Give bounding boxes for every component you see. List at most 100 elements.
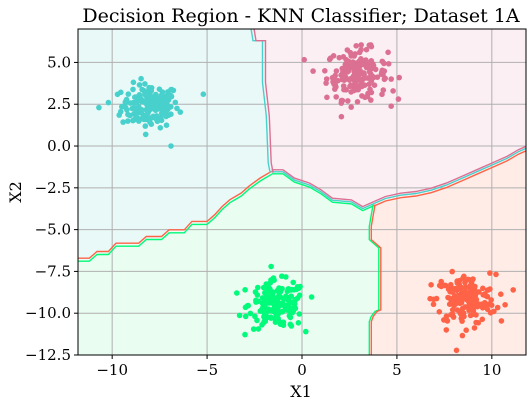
data-point-2 xyxy=(329,74,336,81)
x-tick-label: 5 xyxy=(392,361,402,379)
data-point-1 xyxy=(147,101,153,107)
data-point-3 xyxy=(283,274,289,280)
data-point-2 xyxy=(348,104,355,110)
data-point-2 xyxy=(379,91,385,98)
y-axis-label: X2 xyxy=(6,181,25,203)
data-point-4 xyxy=(438,283,445,290)
data-point-4 xyxy=(469,307,475,313)
data-point-4 xyxy=(461,273,467,280)
data-point-1 xyxy=(151,95,158,102)
data-point-4 xyxy=(453,299,460,306)
x-axis-label: X1 xyxy=(290,382,312,401)
data-point-1 xyxy=(153,102,160,109)
data-point-4 xyxy=(473,319,479,326)
data-point-2 xyxy=(381,60,387,67)
data-point-4 xyxy=(459,332,466,339)
data-point-4 xyxy=(448,311,454,318)
data-point-4 xyxy=(433,295,440,302)
data-point-2 xyxy=(332,86,338,92)
data-point-2 xyxy=(368,97,374,103)
data-point-3 xyxy=(265,284,272,291)
data-point-3 xyxy=(247,310,254,317)
y-tick-label: 0.0 xyxy=(47,137,71,155)
data-point-4 xyxy=(467,312,474,319)
data-point-4 xyxy=(488,297,495,303)
data-point-4 xyxy=(493,271,499,278)
data-point-4 xyxy=(484,306,491,313)
y-tick-label: −12.5 xyxy=(25,346,71,364)
data-point-1 xyxy=(127,112,133,119)
data-point-2 xyxy=(370,61,376,67)
data-point-1 xyxy=(120,119,126,125)
data-point-1 xyxy=(136,82,143,88)
data-point-1 xyxy=(168,143,174,149)
data-point-1 xyxy=(139,86,145,93)
data-point-3 xyxy=(236,312,243,319)
data-point-3 xyxy=(255,326,262,332)
data-point-3 xyxy=(242,304,249,311)
data-point-2 xyxy=(395,96,402,102)
boundary-line-green-orange xyxy=(368,204,380,355)
data-point-4 xyxy=(491,308,497,315)
boundary-line-teal-pink xyxy=(250,29,271,173)
data-point-4 xyxy=(484,293,491,300)
data-point-2 xyxy=(353,71,360,77)
data-point-2 xyxy=(368,43,375,50)
data-point-3 xyxy=(280,322,287,329)
y-tick-label: −5.0 xyxy=(35,221,71,239)
data-point-4 xyxy=(469,294,475,300)
data-point-2 xyxy=(344,47,351,53)
data-point-1 xyxy=(153,113,160,119)
data-point-2 xyxy=(349,62,355,69)
data-point-2 xyxy=(301,56,308,63)
y-tick-label: 2.5 xyxy=(47,95,71,113)
x-tick-label: 0 xyxy=(297,361,307,379)
data-point-2 xyxy=(341,76,348,83)
data-point-4 xyxy=(453,347,460,354)
data-point-1 xyxy=(125,118,131,124)
data-point-2 xyxy=(365,64,372,70)
data-point-1 xyxy=(200,91,207,97)
data-point-1 xyxy=(142,131,149,138)
data-point-1 xyxy=(138,75,144,82)
data-point-2 xyxy=(358,42,365,48)
data-point-2 xyxy=(345,58,352,65)
data-point-4 xyxy=(436,309,443,315)
x-tick-label: 10 xyxy=(482,361,501,379)
data-point-2 xyxy=(390,88,396,94)
data-point-2 xyxy=(385,61,392,67)
data-point-2 xyxy=(339,97,346,104)
data-point-1 xyxy=(127,100,134,106)
data-point-4 xyxy=(479,316,486,323)
data-point-2 xyxy=(361,71,367,77)
data-point-1 xyxy=(130,79,137,86)
data-point-2 xyxy=(363,46,370,53)
data-point-1 xyxy=(157,125,164,131)
data-point-4 xyxy=(474,303,481,310)
data-point-3 xyxy=(242,313,249,320)
data-point-3 xyxy=(285,302,291,308)
data-point-1 xyxy=(134,99,140,105)
data-point-1 xyxy=(168,92,174,99)
data-point-4 xyxy=(484,287,491,293)
data-point-4 xyxy=(445,294,451,301)
data-point-4 xyxy=(430,301,437,308)
data-point-4 xyxy=(449,268,456,275)
data-point-2 xyxy=(348,53,355,59)
data-point-3 xyxy=(250,326,257,332)
data-point-1 xyxy=(148,121,155,127)
data-point-2 xyxy=(351,85,358,92)
data-point-1 xyxy=(122,104,129,111)
data-point-3 xyxy=(288,293,295,300)
data-point-4 xyxy=(465,276,472,283)
data-point-4 xyxy=(453,287,460,293)
data-point-4 xyxy=(510,287,516,293)
data-point-4 xyxy=(444,317,450,324)
region-pink xyxy=(252,29,526,210)
data-point-3 xyxy=(290,279,297,286)
data-point-3 xyxy=(279,309,286,315)
region-green xyxy=(78,172,380,355)
data-point-2 xyxy=(348,75,354,82)
data-point-3 xyxy=(242,331,248,338)
